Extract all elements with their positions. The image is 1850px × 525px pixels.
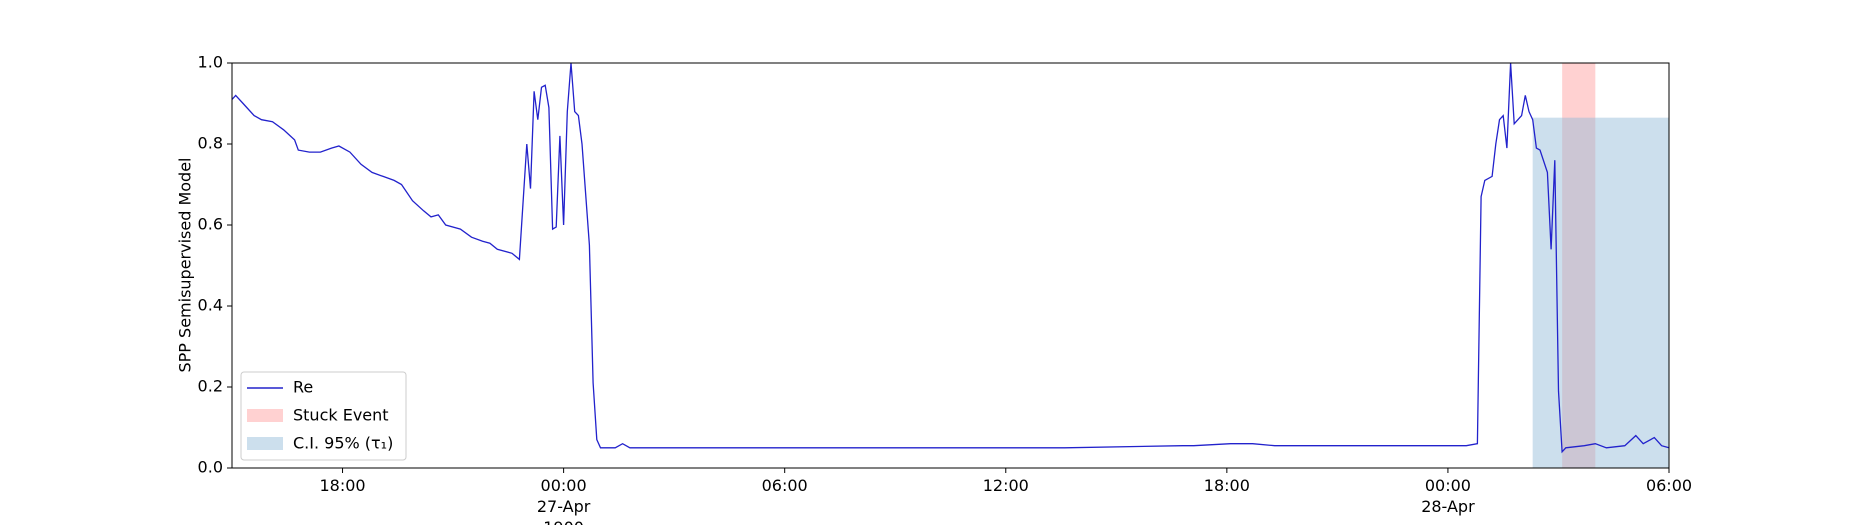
x-tick-label: 18:00 [319, 476, 365, 495]
y-axis-label: SPP Semisupervised Model [176, 158, 195, 373]
span-band [1532, 117, 1669, 469]
y-tick-label: 0.6 [198, 215, 223, 234]
y-tick-label: 0.8 [198, 134, 223, 153]
data-line [231, 62, 1670, 454]
y-tick-label: 0.0 [198, 458, 223, 477]
x-tick-label: 00:00 28-Apr [1421, 476, 1475, 516]
x-tick-label: 18:00 [1204, 476, 1250, 495]
x-tick-label: 06:00 [762, 476, 808, 495]
legend-box [240, 371, 407, 461]
x-tick-label: 12:00 [983, 476, 1029, 495]
y-tick-label: 1.0 [198, 53, 223, 72]
span-band [1562, 63, 1596, 468]
legend-swatch [247, 437, 283, 450]
y-tick-label: 0.4 [198, 296, 223, 315]
legend-label: C.I. 95% (τ₁) [293, 434, 393, 453]
y-tick-label: 0.2 [198, 377, 223, 396]
plot-frame [231, 62, 1670, 469]
x-tick-label: 06:00 [1646, 476, 1692, 495]
legend-swatch [247, 409, 283, 422]
legend-label: Stuck Event [293, 406, 389, 425]
legend-label: Re [293, 378, 313, 397]
